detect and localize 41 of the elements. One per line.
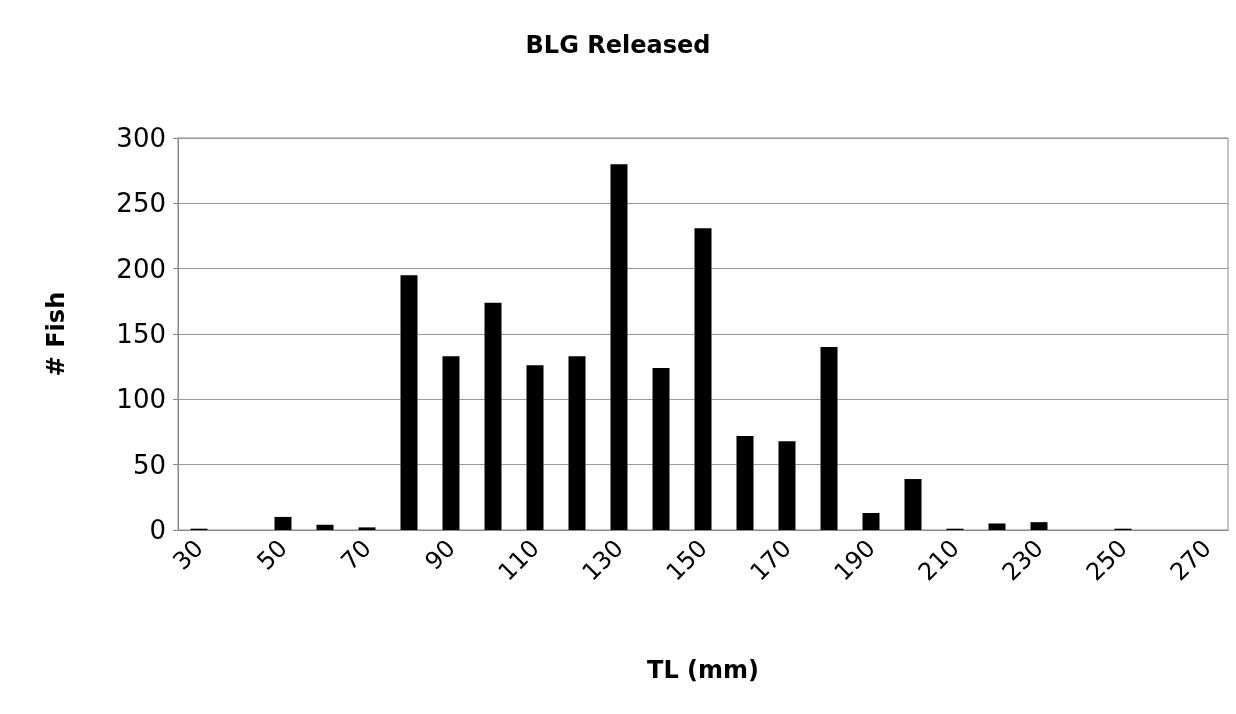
x-tick-label: 150 [660, 534, 713, 587]
bar [778, 441, 796, 530]
x-tick-label: 50 [251, 534, 293, 576]
x-axis-title: TL (mm) [647, 656, 759, 684]
y-tick-label: 0 [149, 515, 166, 545]
bar [526, 365, 544, 530]
bar [358, 527, 376, 530]
chart-title: BLG Released [525, 31, 711, 59]
bar [694, 228, 712, 530]
x-tick-label: 270 [1164, 534, 1217, 587]
x-tick-label: 250 [1080, 534, 1133, 587]
bar [652, 367, 670, 530]
x-tick-label: 130 [576, 534, 629, 587]
y-tick-label: 250 [116, 188, 166, 219]
x-tick-label: 110 [492, 534, 545, 587]
bar [484, 302, 502, 530]
x-tick-label: 90 [419, 534, 461, 576]
y-tick-label: 300 [116, 123, 166, 153]
y-tick-label: 50 [132, 449, 166, 480]
y-tick-label: 150 [116, 319, 166, 349]
bar [610, 164, 628, 530]
x-tick-label: 210 [912, 534, 965, 587]
bar [736, 435, 754, 530]
bar [400, 275, 418, 530]
bar [862, 513, 880, 530]
bar [274, 516, 292, 530]
bar [820, 347, 838, 530]
bar [316, 524, 334, 530]
x-tick-label: 170 [744, 534, 797, 587]
bar [1030, 522, 1048, 530]
y-tick-label: 100 [116, 384, 166, 415]
bar [988, 523, 1006, 530]
y-tick-label: 200 [116, 253, 166, 284]
x-tick-label: 230 [996, 534, 1049, 587]
bar [568, 356, 586, 530]
x-tick-label: 190 [828, 534, 881, 587]
x-tick-label: 70 [335, 534, 377, 576]
bar [904, 479, 922, 530]
x-tick-label: 30 [167, 534, 209, 576]
y-axis-title: # Fish [42, 291, 70, 377]
bar [442, 356, 460, 530]
